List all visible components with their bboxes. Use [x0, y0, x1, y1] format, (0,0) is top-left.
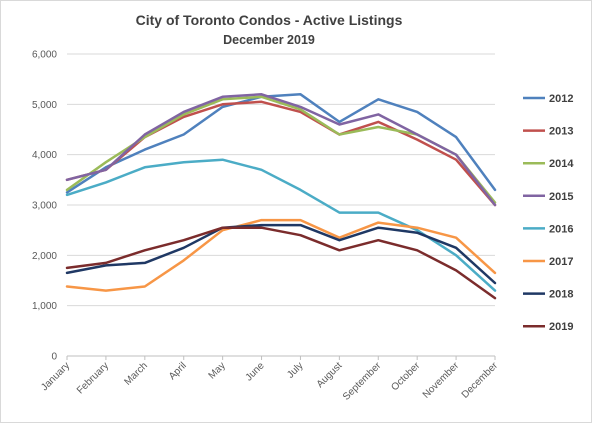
series-lines [65, 93, 497, 300]
y-tick-label: 4,000 [32, 150, 57, 161]
legend-label: 2015 [549, 191, 573, 203]
legend-label: 2016 [549, 223, 573, 235]
y-tick-label: 6,000 [32, 50, 57, 61]
x-tick-label: September [341, 360, 384, 403]
y-tick-label: 5,000 [32, 100, 57, 111]
y-tick-label: 1,000 [32, 301, 57, 312]
x-tick-label: April [167, 360, 189, 382]
x-tick-label: May [207, 360, 228, 381]
x-tick-label: October [389, 360, 422, 393]
series-line-2017 [65, 218, 497, 292]
series-line-2012 [65, 93, 497, 194]
y-tick-label: 3,000 [32, 201, 57, 212]
y-tick-label: 2,000 [32, 251, 57, 262]
legend: 2012 2013 2014 2015 2016 2017 2018 2019 [523, 93, 574, 333]
x-tick-label: July [285, 360, 305, 380]
series-line-2018 [65, 223, 497, 285]
legend-label: 2012 [549, 93, 573, 105]
x-tick-label: January [39, 360, 72, 393]
chart-title: City of Toronto Condos - Active Listings [136, 12, 403, 28]
x-tick-label: March [123, 360, 150, 387]
x-tick-label: February [75, 360, 111, 396]
x-tick-label: December [460, 360, 501, 401]
legend-label: 2018 [549, 289, 573, 301]
x-tick-label: August [315, 360, 345, 390]
legend-label: 2014 [549, 158, 574, 170]
legend-label: 2013 [549, 126, 573, 138]
y-tick-label: 0 [51, 352, 57, 363]
series-line-2015 [65, 93, 497, 207]
series-line-2013 [65, 100, 497, 207]
legend-label: 2019 [549, 321, 573, 333]
legend-label: 2017 [549, 256, 573, 268]
x-tick-label: November [421, 360, 462, 401]
chart-subtitle: December 2019 [223, 33, 315, 47]
x-tick-label: June [244, 360, 267, 383]
series-line-2019 [65, 226, 497, 300]
